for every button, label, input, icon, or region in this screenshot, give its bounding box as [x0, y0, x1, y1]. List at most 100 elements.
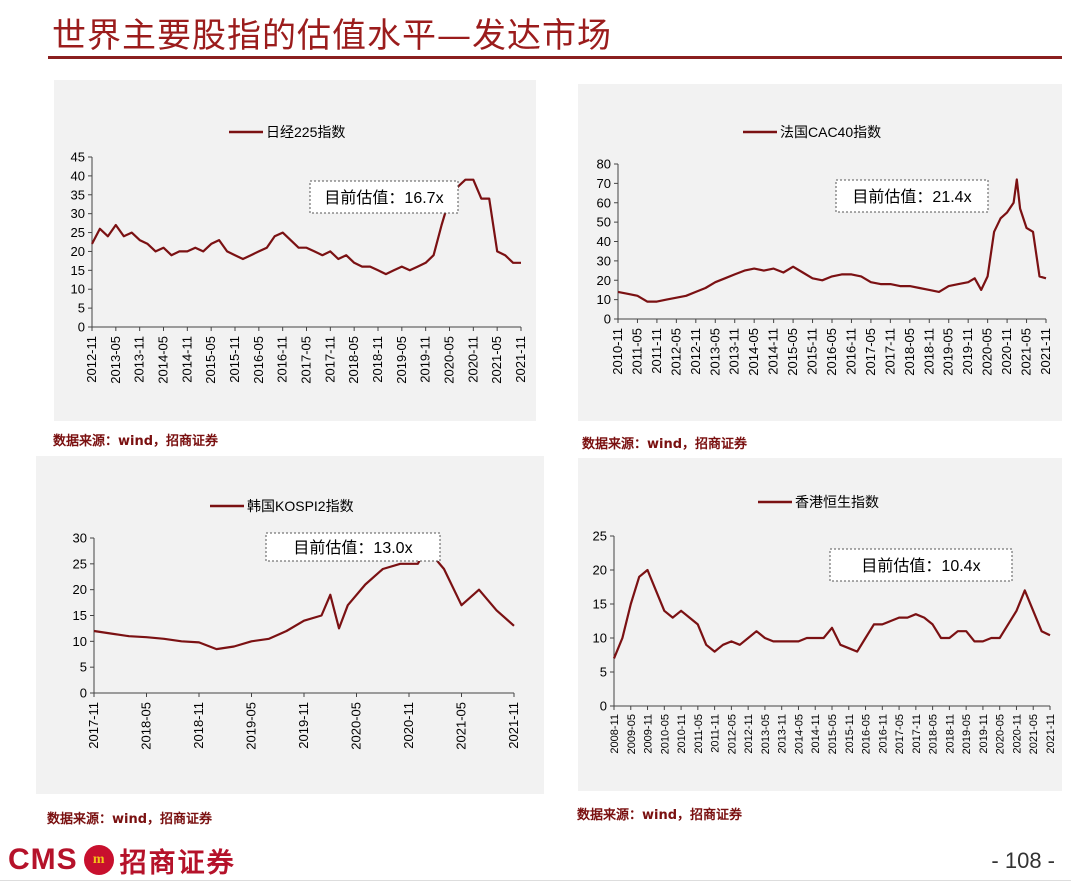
x-tick-label: 2016-11 [275, 336, 290, 383]
source-note: 数据来源：wind，招商证券 [577, 808, 743, 823]
x-tick-label: 2019-11 [978, 714, 990, 754]
chart-panel-nikkei: 0 5 10 15 20 25 30 35 40 45 2012-11 2013-05 2013-11 2… [54, 80, 536, 421]
annotation-box [265, 532, 441, 562]
x-tick-label: 2021-11 [506, 702, 521, 749]
chart-nikkei: 0 5 10 15 20 25 30 35 40 45 2012-11 2013-05 2013-11 2… [71, 124, 528, 384]
x-tick-label: 2020-11 [1011, 714, 1023, 754]
x-tick-label: 2016-05 [861, 714, 873, 754]
y-tick-label: 25 [73, 556, 87, 571]
y-tick-label: 10 [71, 282, 85, 297]
x-tick-label: 2015-11 [844, 714, 856, 754]
x-tick-label: 2015-11 [805, 328, 820, 375]
x-tick-label: 2011-05 [693, 714, 705, 754]
legend-label: 日经225指数 [266, 124, 345, 140]
annotation-text: 目前估值：13.0x [293, 539, 412, 557]
y-tick-label: 20 [71, 244, 85, 259]
x-tick-label: 2018-05 [346, 336, 361, 384]
y-tick-label: 40 [71, 168, 85, 183]
chart-kospi: 0 5 10 15 20 25 30 2017-11 2018-05 2018-11 2019-05… [73, 498, 521, 750]
y-tick-label: 30 [71, 206, 85, 221]
x-tick-label: 2019-11 [418, 336, 433, 383]
x-tick-label: 2011-05 [629, 328, 644, 375]
chart-cac40: 0 10 20 30 40 50 60 70 80 2010-11 2011-05 2011-11 20… [597, 124, 1053, 376]
y-tick-label: 25 [593, 529, 607, 544]
x-tick-label: 2015-05 [203, 336, 218, 384]
logo-emblem-icon: m [83, 845, 114, 875]
x-tick-label: 2017-11 [86, 702, 101, 749]
x-tick-label: 2013-11 [727, 328, 742, 375]
x-tick-label: 2021-11 [1045, 714, 1057, 754]
x-tick-label: 2020-05 [980, 328, 995, 376]
x-tick-label: 2020-05 [995, 714, 1007, 754]
x-tick-label: 2018-11 [944, 714, 956, 754]
x-tick-label: 2020-11 [465, 336, 480, 383]
x-tick-label: 2016-05 [251, 336, 266, 384]
x-tick-label: 2012-05 [726, 714, 738, 754]
legend-label: 香港恒生指数 [795, 494, 879, 510]
x-tick-label: 2018-05 [928, 714, 940, 754]
y-tick-label: 5 [80, 660, 87, 675]
x-tick-label: 2011-11 [649, 328, 664, 374]
x-tick-label: 2010-11 [610, 328, 625, 375]
y-tick-label: 5 [78, 301, 85, 316]
y-tick-label: 20 [597, 273, 611, 288]
chart-panel-hangseng: 0 5 10 15 20 25 2008-11 2009-05 2009-11 2010-05 20… [578, 458, 1062, 791]
x-tick-label: 2013-05 [760, 714, 772, 754]
chart-panel-kospi: 0 5 10 15 20 25 30 2017-11 2018-05 2018-11 2019-05… [36, 456, 544, 794]
x-tick-label: 2016-11 [843, 328, 858, 375]
x-tick-label: 2018-05 [902, 328, 917, 376]
y-tick-label: 0 [80, 686, 87, 701]
x-tick-label: 2010-11 [676, 714, 688, 754]
y-tick-label: 80 [597, 157, 611, 172]
x-tick-label: 2016-05 [824, 328, 839, 376]
y-tick-label: 20 [73, 582, 87, 597]
x-tick-label: 2013-05 [108, 336, 123, 384]
y-tick-label: 25 [71, 225, 85, 240]
x-tick-label: 2016-11 [877, 714, 889, 754]
legend-label: 法国CAC40指数 [780, 124, 881, 140]
logo-text: CMS [8, 843, 78, 876]
x-tick-label: 2019-05 [394, 336, 409, 384]
x-tick-label: 2019-05 [961, 714, 973, 754]
x-tick-label: 2015-05 [785, 328, 800, 376]
y-tick-label: 30 [597, 253, 611, 268]
y-tick-label: 0 [604, 312, 611, 327]
x-tick-label: 2014-11 [179, 336, 194, 383]
chart-hangseng: 0 5 10 15 20 25 2008-11 2009-05 2009-11 2010-05 20… [593, 494, 1057, 754]
y-tick-label: 20 [593, 563, 607, 578]
y-tick-label: 15 [593, 597, 607, 612]
x-tick-label: 2020-05 [349, 702, 364, 750]
annotation-box [309, 180, 459, 214]
x-tick-label: 2012-05 [668, 328, 683, 376]
y-tick-label: 10 [597, 292, 611, 307]
title-rule [48, 56, 1062, 59]
footer-rule [0, 880, 1071, 881]
x-tick-label: 2021-05 [1019, 328, 1034, 376]
x-tick-label: 2010-05 [659, 714, 671, 754]
x-tick-label: 2021-05 [489, 336, 504, 384]
x-tick-label: 2021-11 [1038, 328, 1053, 375]
y-tick-label: 45 [71, 150, 85, 165]
x-tick-label: 2018-11 [921, 328, 936, 375]
x-tick-label: 2018-05 [139, 702, 154, 750]
y-tick-label: 5 [600, 665, 607, 680]
annotation-text: 目前估值：16.7x [324, 189, 443, 207]
x-tick-label: 2013-11 [777, 714, 789, 754]
annotation-text: 目前估值：21.4x [852, 188, 971, 206]
x-tick-label: 2017-11 [911, 714, 923, 754]
y-tick-label: 50 [597, 215, 611, 230]
x-tick-label: 2015-11 [227, 336, 242, 383]
source-note: 数据来源：wind，招商证券 [53, 434, 219, 449]
x-tick-label: 2014-11 [766, 328, 781, 375]
annotation-box [835, 179, 989, 213]
x-tick-label: 2013-11 [132, 336, 147, 383]
x-tick-label: 2012-11 [743, 714, 755, 754]
legend-label: 韩国KOSPI2指数 [247, 498, 354, 514]
x-tick-label: 2012-11 [688, 328, 703, 375]
y-tick-label: 15 [71, 263, 85, 278]
x-tick-label: 2012-11 [84, 336, 99, 383]
x-tick-label: 2008-11 [609, 714, 621, 754]
x-tick-label: 2014-11 [810, 714, 822, 754]
x-tick-label: 2018-11 [191, 702, 206, 749]
x-tick-label: 2021-05 [454, 702, 469, 750]
